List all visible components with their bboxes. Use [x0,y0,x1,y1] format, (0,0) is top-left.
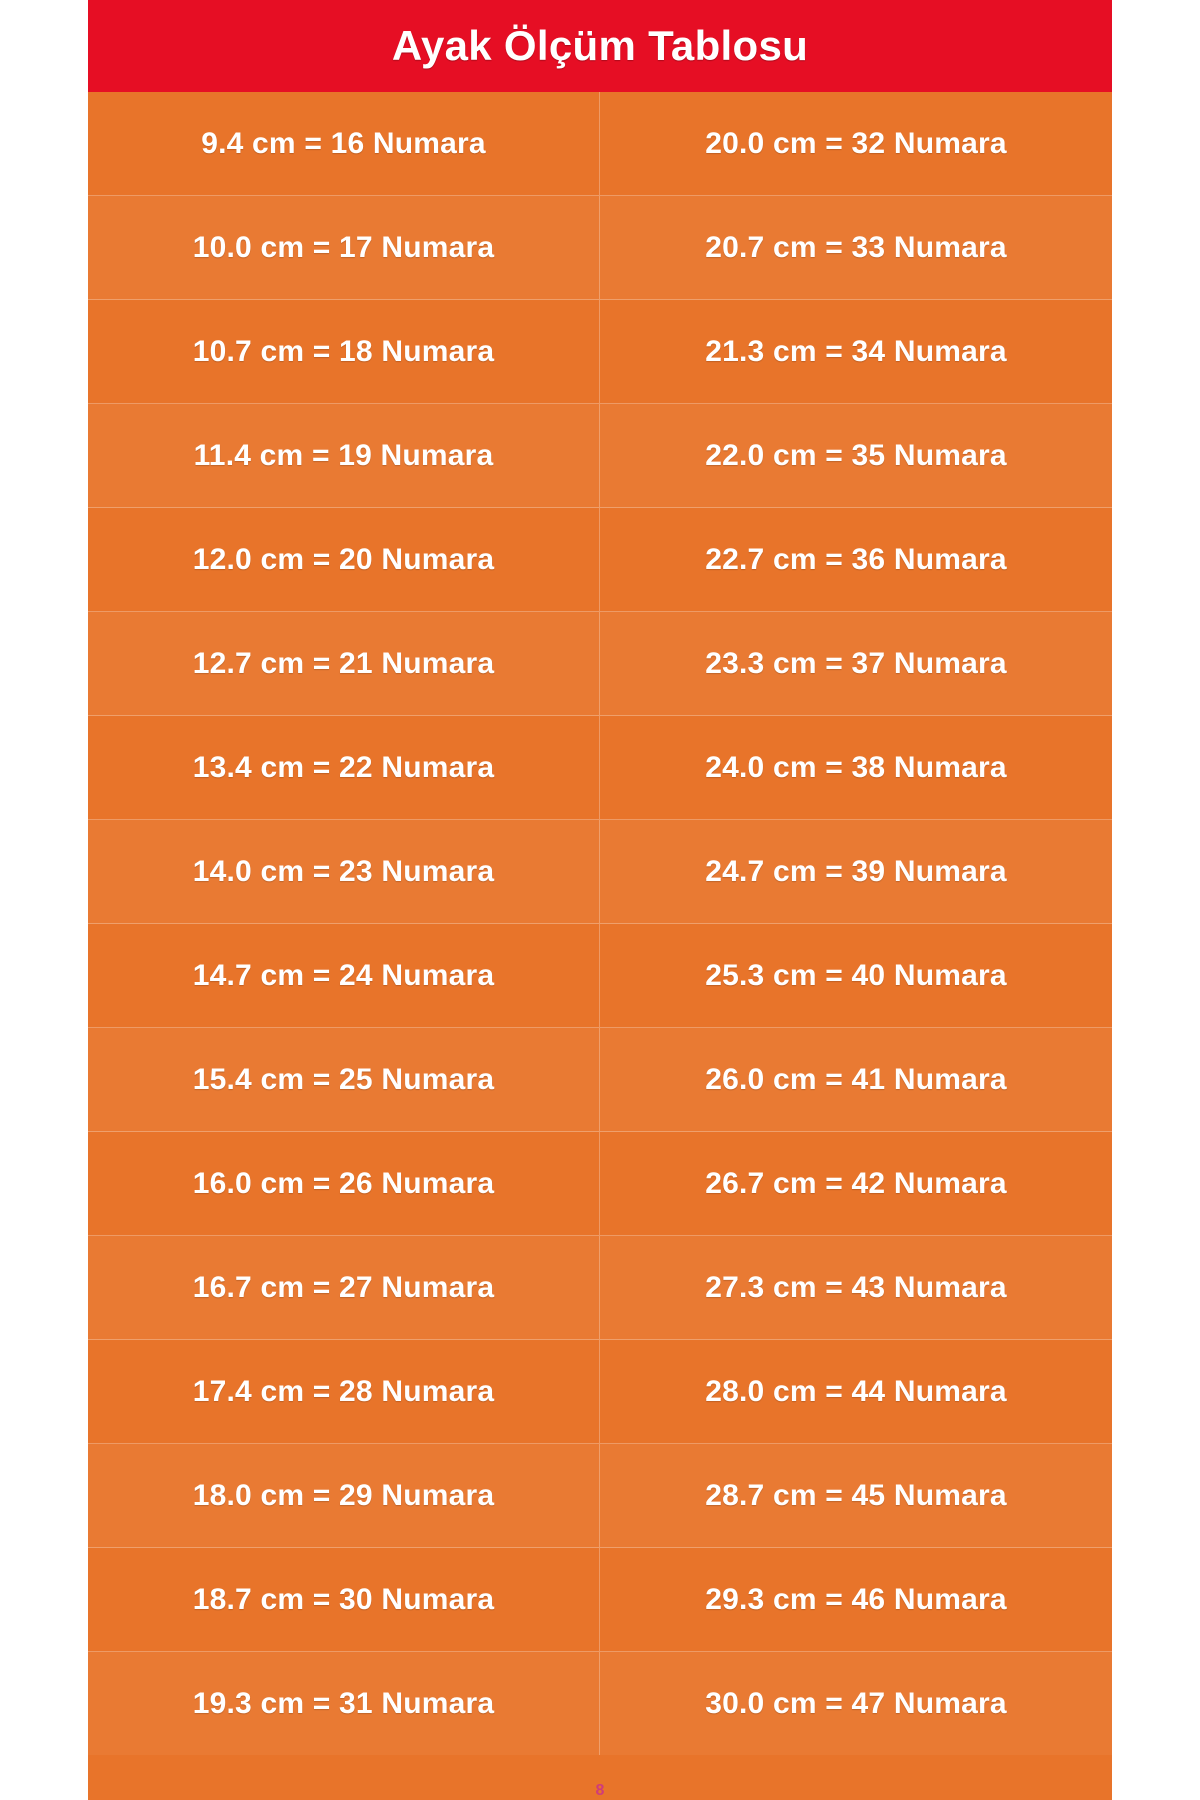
size-cell-left: 18.0 cm = 29 Numara [88,1444,600,1547]
size-cell-left: 16.7 cm = 27 Numara [88,1236,600,1339]
size-cell-right: 29.3 cm = 46 Numara [705,1582,1007,1616]
table-row: 16.0 cm = 26 Numara 26.7 cm = 42 Numara [88,1132,1112,1236]
size-chart-card: Ayak Ölçüm Tablosu 9.4 cm = 16 Numara 20.… [88,0,1112,1800]
size-cell-left: 12.7 cm = 21 Numara [88,612,600,715]
table-row: 17.4 cm = 28 Numara 28.0 cm = 44 Numara [88,1340,1112,1444]
chart-header: Ayak Ölçüm Tablosu [88,0,1112,92]
size-cell-left: 14.7 cm = 24 Numara [88,924,600,1027]
size-cell-left: 10.0 cm = 17 Numara [88,196,600,299]
table-row: 12.7 cm = 21 Numara 23.3 cm = 37 Numara [88,612,1112,716]
table-row: 16.7 cm = 27 Numara 27.3 cm = 43 Numara [88,1236,1112,1340]
size-cell-left: 15.4 cm = 25 Numara [88,1028,600,1131]
size-conversion-table: 9.4 cm = 16 Numara 20.0 cm = 32 Numara 10.… [88,92,1112,1755]
size-cell-right: 26.7 cm = 42 Numara [705,1166,1007,1200]
size-cell-left: 13.4 cm = 22 Numara [88,716,600,819]
table-row: 19.3 cm = 31 Numara 30.0 cm = 47 Numara [88,1652,1112,1755]
size-cell-right: 23.3 cm = 37 Numara [705,646,1007,680]
size-cell-left: 10.7 cm = 18 Numara [88,300,600,403]
size-cell-right: 24.0 cm = 38 Numara [705,750,1007,784]
size-cell-right: 30.0 cm = 47 Numara [705,1686,1007,1720]
size-cell-left: 18.7 cm = 30 Numara [88,1548,600,1651]
table-row: 12.0 cm = 20 Numara 22.7 cm = 36 Numara [88,508,1112,612]
size-cell-left: 12.0 cm = 20 Numara [88,508,600,611]
table-row: 18.0 cm = 29 Numara 28.7 cm = 45 Numara [88,1444,1112,1548]
table-row: 14.0 cm = 23 Numara 24.7 cm = 39 Numara [88,820,1112,924]
size-cell-right: 25.3 cm = 40 Numara [705,958,1007,992]
size-cell-right: 28.0 cm = 44 Numara [705,1374,1007,1408]
size-cell-left: 14.0 cm = 23 Numara [88,820,600,923]
size-cell-right: 24.7 cm = 39 Numara [705,854,1007,888]
table-row: 13.4 cm = 22 Numara 24.0 cm = 38 Numara [88,716,1112,820]
table-row: 10.0 cm = 17 Numara 20.7 cm = 33 Numara [88,196,1112,300]
page-title: Ayak Ölçüm Tablosu [391,22,809,69]
size-cell-left: 11.4 cm = 19 Numara [88,404,600,507]
size-cell-right: 27.3 cm = 43 Numara [705,1270,1007,1304]
table-row: 10.7 cm = 18 Numara 21.3 cm = 34 Numara [88,300,1112,404]
size-cell-left: 16.0 cm = 26 Numara [88,1132,600,1235]
table-row: 11.4 cm = 19 Numara 22.0 cm = 35 Numara [88,404,1112,508]
table-row: 15.4 cm = 25 Numara 26.0 cm = 41 Numara [88,1028,1112,1132]
footer-page-mark: 8 [595,1782,605,1799]
size-cell-left: 9.4 cm = 16 Numara [88,92,600,195]
size-cell-left: 19.3 cm = 31 Numara [88,1652,600,1755]
size-cell-right: 26.0 cm = 41 Numara [705,1062,1007,1096]
size-cell-right: 28.7 cm = 45 Numara [705,1478,1007,1512]
size-cell-left: 17.4 cm = 28 Numara [88,1340,600,1443]
size-cell-right: 21.3 cm = 34 Numara [705,334,1007,368]
table-row: 18.7 cm = 30 Numara 29.3 cm = 46 Numara [88,1548,1112,1652]
size-cell-right: 20.7 cm = 33 Numara [705,230,1007,264]
size-cell-right: 22.7 cm = 36 Numara [705,542,1007,576]
table-row: 14.7 cm = 24 Numara 25.3 cm = 40 Numara [88,924,1112,1028]
size-cell-right: 22.0 cm = 35 Numara [705,438,1007,472]
table-row: 9.4 cm = 16 Numara 20.0 cm = 32 Numara [88,92,1112,196]
size-cell-right: 20.0 cm = 32 Numara [705,126,1007,160]
